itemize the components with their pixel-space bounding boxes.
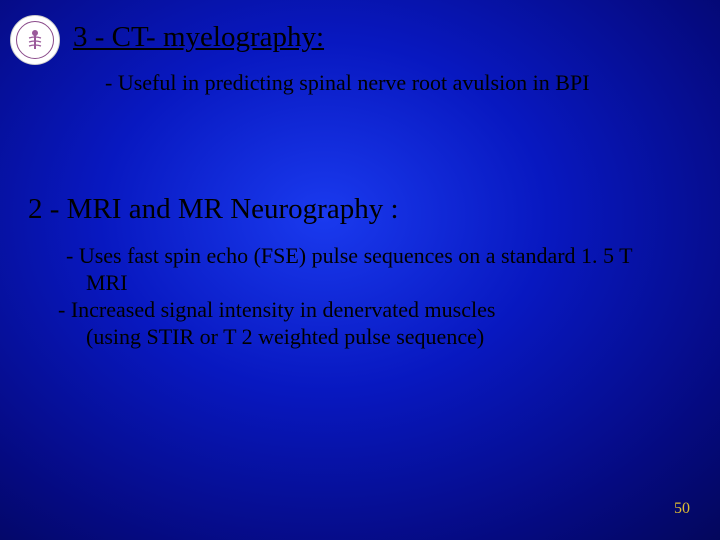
ct-myelography-detail: - Useful in predicting spinal nerve root… [105,70,590,96]
heading-ct-myelography: 3 - CT- myelography: [73,21,324,54]
mri-detail-line4: (using STIR or T 2 weighted pulse sequen… [86,324,484,350]
logo-emblem [10,15,60,65]
mri-detail-line2: MRI [86,270,128,296]
logo-inner [16,21,54,59]
caduceus-icon [23,28,47,52]
heading-mri-neurography: 2 - MRI and MR Neurography : [28,193,399,226]
mri-detail-line3: - Increased signal intensity in denervat… [58,297,495,323]
heading1-text: 3 - CT- myelography: [73,21,324,53]
page-number: 50 [674,500,690,518]
mri-detail-line1: - Uses fast spin echo (FSE) pulse sequen… [66,243,633,269]
